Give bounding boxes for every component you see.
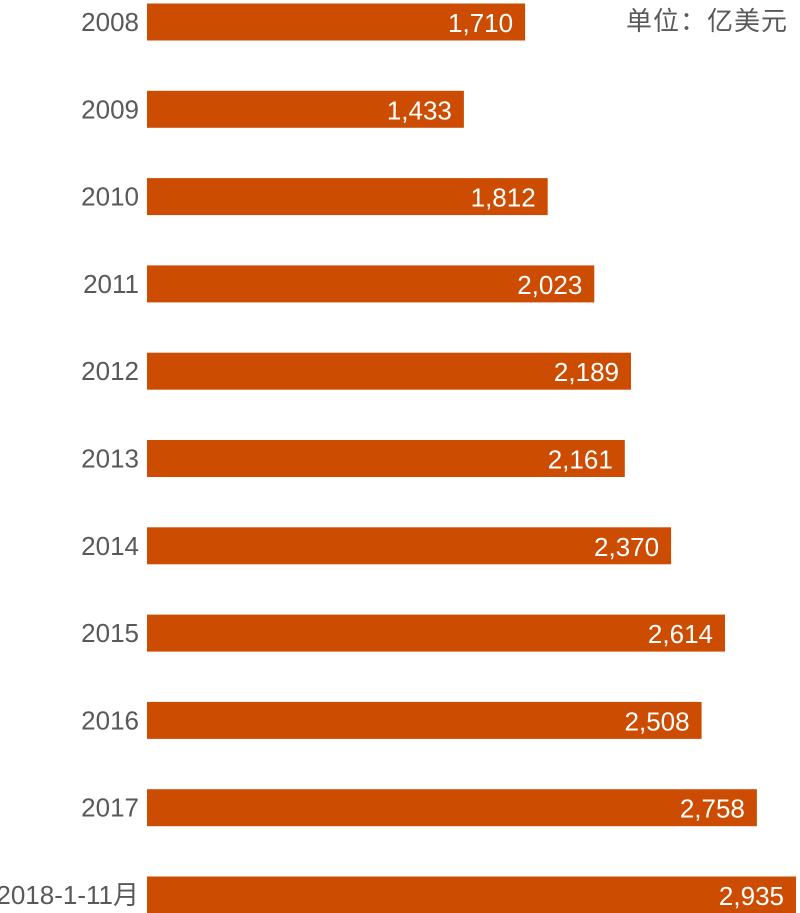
value-label: 2,614 [648, 619, 713, 649]
bar-2016 [147, 701, 702, 739]
category-label: 2015 [81, 618, 139, 648]
unit-label: 单位：亿美元 [625, 7, 788, 37]
value-label: 2,189 [554, 357, 619, 387]
bar-2014 [147, 527, 672, 565]
category-label: 2017 [81, 793, 139, 823]
category-label: 2014 [81, 531, 139, 561]
value-label: 1,812 [471, 183, 536, 213]
bar-2011 [147, 265, 595, 303]
value-label: 2,023 [517, 270, 582, 300]
bar-2013 [147, 440, 625, 477]
value-label: 2,161 [548, 445, 613, 475]
value-label: 2,370 [594, 532, 659, 562]
bar-2015 [147, 614, 725, 652]
bar-2009 [147, 90, 464, 128]
value-label: 2,758 [680, 794, 745, 824]
category-label: 2009 [81, 94, 139, 124]
value-label: 2,935 [719, 881, 784, 911]
category-label: 2011 [83, 269, 139, 299]
category-label: 2012 [81, 356, 139, 386]
category-label: 2018-1-11月 [0, 880, 139, 910]
bar-2017 [147, 789, 757, 827]
bar-2008 [147, 3, 526, 41]
value-label: 2,508 [625, 706, 690, 736]
bar-2018-1-11月 [147, 876, 796, 913]
bar-2012 [147, 352, 631, 390]
value-label: 1,433 [387, 95, 452, 125]
category-label: 2016 [81, 705, 139, 735]
category-label: 2013 [81, 444, 139, 474]
bar-2010 [147, 178, 548, 216]
value-label: 1,710 [448, 8, 513, 38]
category-label: 2010 [81, 182, 139, 212]
category-label: 2008 [81, 7, 139, 37]
